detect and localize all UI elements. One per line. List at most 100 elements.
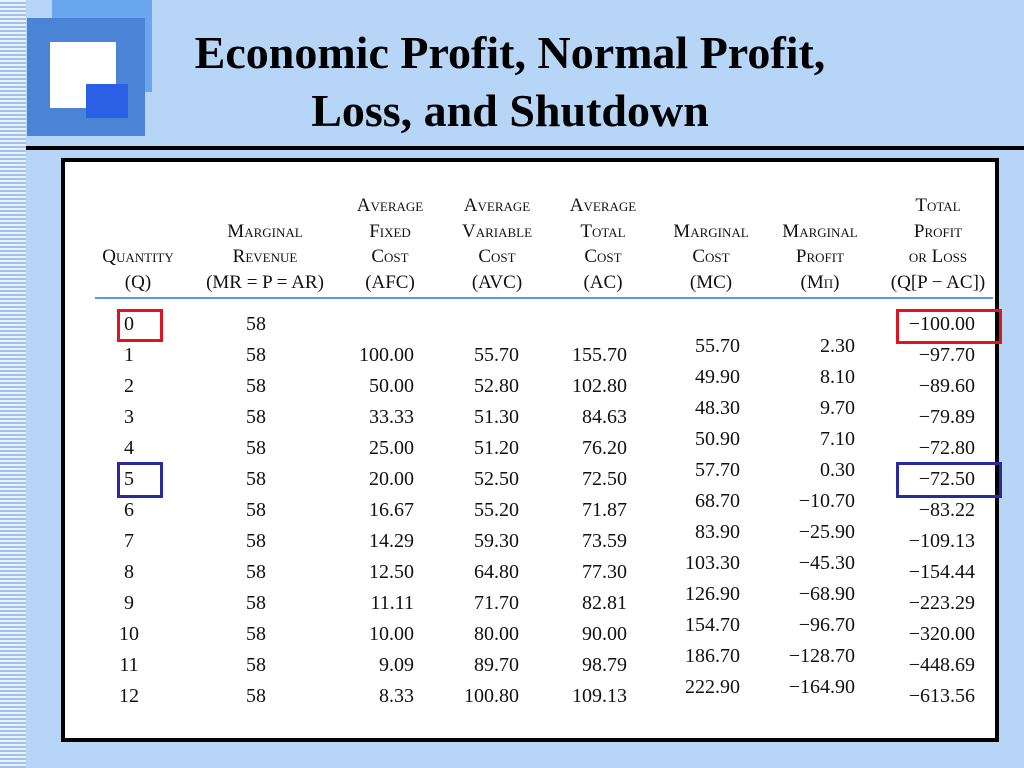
cell-mr: 58: [246, 344, 266, 366]
cell-q: 3: [124, 406, 134, 428]
cell-ac: 84.63: [582, 406, 627, 428]
cell-mc: 154.70: [685, 614, 740, 636]
cell-mc: 186.70: [685, 645, 740, 667]
cell-mp: −10.70: [798, 490, 855, 512]
cell-ac: 82.81: [582, 592, 627, 614]
header-underline: [95, 297, 993, 299]
header-avc-line: (AVC): [471, 271, 523, 293]
header-q-line: (Q): [124, 271, 152, 293]
cell-avc: 51.20: [474, 437, 519, 459]
header-ac-line: Cost: [584, 246, 622, 267]
header-tp-line: Profit: [913, 220, 963, 242]
cell-tp: −109.13: [908, 530, 975, 552]
cell-mr: 58: [246, 685, 266, 707]
cell-mc: 49.90: [695, 366, 740, 388]
cell-q: 4: [124, 437, 134, 459]
cell-mr: 58: [246, 499, 266, 521]
cell-avc: 100.80: [464, 685, 519, 707]
cell-afc: 10.00: [369, 623, 414, 645]
cell-avc: 80.00: [474, 623, 519, 645]
cell-avc: 55.20: [474, 499, 519, 521]
header-q: Quantity (Q): [63, 244, 213, 295]
highlight-q5: [117, 462, 163, 498]
cell-mc: 83.90: [695, 521, 740, 543]
header-ac-line: Average: [569, 195, 637, 216]
cell-mp: 8.10: [820, 366, 855, 388]
cell-afc: 25.00: [369, 437, 414, 459]
cell-tp: −79.89: [918, 406, 975, 428]
title-line-1: Economic Profit, Normal Profit,: [194, 27, 826, 78]
cell-ac: 71.87: [582, 499, 627, 521]
cell-tp: −100.00: [908, 313, 975, 335]
cell-mr: 58: [246, 530, 266, 552]
cell-tp: −223.29: [908, 592, 975, 614]
header-tp-line: Total: [915, 195, 961, 216]
cell-mr: 58: [246, 437, 266, 459]
cell-q: 2: [124, 375, 134, 397]
header-mp: Marginal Profit (Mπ): [745, 219, 895, 296]
cell-tp: −448.69: [908, 654, 975, 676]
cell-tp: −97.70: [918, 344, 975, 366]
cell-q: 9: [124, 592, 134, 614]
cell-mp: −68.90: [798, 583, 855, 605]
cell-afc: 33.33: [369, 406, 414, 428]
cell-mp: 9.70: [820, 397, 855, 419]
cell-ac: 109.13: [572, 685, 627, 707]
cell-mp: −25.90: [798, 521, 855, 543]
cell-afc: 8.33: [379, 685, 414, 707]
cell-ac: 102.80: [572, 375, 627, 397]
cell-avc: 52.80: [474, 375, 519, 397]
header-mp-line: Profit: [795, 246, 845, 267]
header-mr-line: (MR = P = AR): [206, 271, 324, 293]
cell-mr: 58: [246, 375, 266, 397]
decorative-stripe: [0, 0, 26, 768]
profit-table: Quantity (Q) Marginal Revenue (MR = P = AR) A…: [61, 158, 1002, 742]
cell-avc: 51.30: [474, 406, 519, 428]
cell-mr: 58: [246, 592, 266, 614]
cell-tp: −154.44: [908, 561, 975, 583]
header-ac-line: (AC): [583, 271, 623, 293]
header-mr-line: Revenue: [232, 246, 298, 267]
cell-mr: 58: [246, 561, 266, 583]
cell-mr: 58: [246, 313, 266, 335]
cell-mc: 48.30: [695, 397, 740, 419]
header-ac: Average Total Cost (AC): [528, 193, 678, 295]
header-mr: Marginal Revenue (MR = P = AR): [190, 219, 340, 296]
cell-mc: 126.90: [685, 583, 740, 605]
cell-afc: 12.50: [369, 561, 414, 583]
header-mc-line: Marginal: [673, 220, 749, 242]
cell-q: 5: [124, 468, 134, 490]
cell-tp: −83.22: [918, 499, 975, 521]
header-afc-line: (AFC): [365, 271, 415, 293]
cell-ac: 76.20: [582, 437, 627, 459]
slide-title: Economic Profit, Normal Profit, Loss, an…: [160, 24, 860, 140]
cell-tp: −320.00: [908, 623, 975, 645]
cell-mp: 0.30: [820, 459, 855, 481]
cell-mc: 50.90: [695, 428, 740, 450]
cell-afc: 50.00: [369, 375, 414, 397]
header-avc: Average Variable Cost (AVC): [422, 193, 572, 295]
header-ac-line: Total: [580, 220, 626, 242]
cell-mc: 103.30: [685, 552, 740, 574]
header-afc: Average Fixed Cost (AFC): [315, 193, 465, 295]
cell-mp: −45.30: [798, 552, 855, 574]
cell-q: 7: [124, 530, 134, 552]
title-divider: [26, 146, 1024, 150]
cell-mc: 68.70: [695, 490, 740, 512]
header-mr-line: Marginal: [227, 220, 303, 242]
cell-tp: −89.60: [918, 375, 975, 397]
cell-ac: 90.00: [582, 623, 627, 645]
cell-avc: 52.50: [474, 468, 519, 490]
cell-mp: −164.90: [788, 676, 855, 698]
cell-mp: 7.10: [820, 428, 855, 450]
header-tp-line: (Q[P − AC]): [890, 271, 986, 293]
cell-q: 6: [124, 499, 134, 521]
cell-q: 1: [124, 344, 134, 366]
header-avc-line: Average: [463, 195, 531, 216]
cell-mc: 222.90: [685, 676, 740, 698]
cell-mr: 58: [246, 654, 266, 676]
cell-afc: 20.00: [369, 468, 414, 490]
highlight-tp5: [896, 462, 1002, 498]
cell-ac: 77.30: [582, 561, 627, 583]
title-line-2: Loss, and Shutdown: [311, 85, 709, 136]
